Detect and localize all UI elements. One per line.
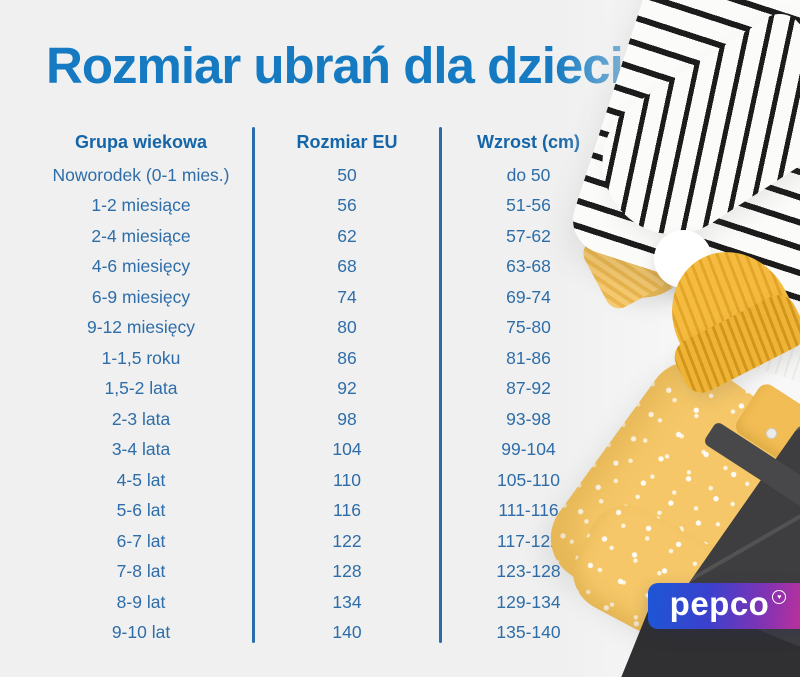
table-cell: 9-12 miesięcy <box>87 317 195 338</box>
table-cell: 111-116 <box>498 500 559 521</box>
table-cell: 87-92 <box>506 378 551 399</box>
table-cell: 81-86 <box>506 347 551 368</box>
table-cell: 4-5 lat <box>116 469 166 490</box>
eu-size-cells: 50 56 62 68 74 80 86 92 98 104 110 116 122 128 134 140 <box>255 160 439 648</box>
age-group-column-header: Grupa wiekowa <box>74 131 208 152</box>
table-cell: 2-3 lata <box>111 408 171 429</box>
table-cell: 98 <box>337 408 357 429</box>
table-cell: 92 <box>337 378 357 399</box>
table-cell: 7-8 lat <box>116 561 166 582</box>
table-cell: 123-128 <box>496 561 561 582</box>
eu-size-column-header: Rozmiar EU <box>296 131 398 152</box>
column-divider-2 <box>439 127 442 643</box>
height-column-header: Wzrost (cm) <box>477 131 580 152</box>
table-cell: 75-80 <box>506 317 551 338</box>
table-cell: 51-56 <box>506 195 551 216</box>
table-cell: 135-140 <box>496 622 561 643</box>
table-cell: 9-10 lat <box>111 622 171 643</box>
pepco-logo: pepco ♥ <box>648 583 800 629</box>
table-cell: 93-98 <box>506 408 551 429</box>
column-divider-1 <box>252 127 255 643</box>
age-group-cells: Noworodek (0-1 mies.) 1-2 miesiące 2-4 mie… <box>30 160 252 648</box>
table-cell: 6-9 miesięcy <box>91 286 191 307</box>
page-title: Rozmiar ubrań dla dzieci <box>46 37 624 94</box>
table-cell: 50 <box>337 164 357 185</box>
table-cell: 80 <box>337 317 357 338</box>
table-cell: 1-1,5 roku <box>101 347 181 368</box>
table-cell: 2-4 miesiące <box>91 225 191 246</box>
table-cell: 117-122 <box>497 530 560 551</box>
table-cell: 69-74 <box>506 286 551 307</box>
table-cell: 128 <box>332 561 362 582</box>
table-cell: 8-9 lat <box>116 591 166 612</box>
pepco-heart-icon: ♥ <box>772 590 787 604</box>
height-column: Wzrost (cm) do 50 51-56 57-62 63-68 69-74 75-… <box>442 124 615 648</box>
table-cell: 122 <box>332 530 362 551</box>
table-cell: 1,5-2 lata <box>104 378 178 399</box>
age-group-column: Grupa wiekowa Noworodek (0-1 mies.) 1-2 m… <box>30 124 252 648</box>
table-cell: 4-6 miesięcy <box>91 256 191 277</box>
table-cell: 110 <box>333 469 361 490</box>
table-cell: 116 <box>333 500 361 521</box>
table-cell: 5-6 lat <box>116 500 166 521</box>
table-cell: 105-110 <box>497 469 560 490</box>
table-cell: 74 <box>337 286 357 307</box>
eu-size-column: Rozmiar EU 50 56 62 68 74 80 86 92 98 104 110 116 12… <box>255 124 439 648</box>
table-cell: 56 <box>337 195 357 216</box>
table-cell: 99-104 <box>501 439 556 460</box>
table-cell: Noworodek (0-1 mies.) <box>52 164 230 185</box>
table-cell: 134 <box>332 591 362 612</box>
table-cell: do 50 <box>506 164 551 185</box>
table-cell: 140 <box>332 622 362 643</box>
table-cell: 6-7 lat <box>116 530 166 551</box>
table-cell: 1-2 miesiące <box>91 195 191 216</box>
table-cell: 104 <box>332 439 362 460</box>
table-cell: 129-134 <box>496 591 561 612</box>
collar-button-image <box>766 428 777 439</box>
heart-glyph: ♥ <box>777 593 782 601</box>
table-cell: 3-4 lata <box>111 439 171 460</box>
size-table: Grupa wiekowa Noworodek (0-1 mies.) 1-2 m… <box>30 124 615 648</box>
table-cell: 62 <box>337 225 357 246</box>
pepco-logo-text: pepco <box>669 585 770 622</box>
table-cell: 57-62 <box>506 225 551 246</box>
table-cell: 86 <box>337 347 357 368</box>
table-cell: 68 <box>337 256 357 277</box>
table-cell: 63-68 <box>506 256 551 277</box>
height-cells: do 50 51-56 57-62 63-68 69-74 75-80 81-86 87-92… <box>442 160 615 648</box>
